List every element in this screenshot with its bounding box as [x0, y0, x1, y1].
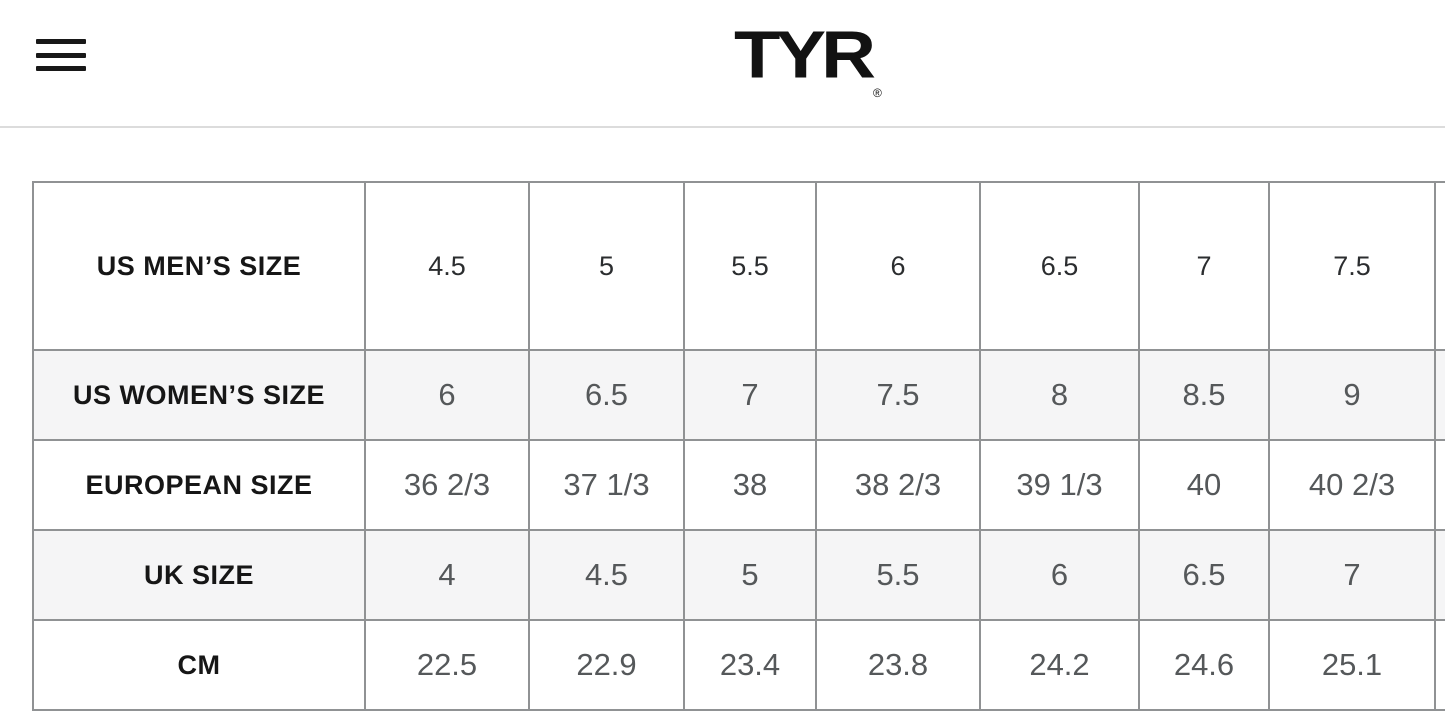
size-cell: 7.5 [815, 349, 981, 441]
size-cell-clipped [1434, 529, 1445, 621]
size-cell: 6 [815, 181, 981, 351]
size-cell: 39 1/3 [979, 439, 1140, 531]
size-cell: 5 [683, 529, 817, 621]
shoe-size-conversion-table: US MEN’S SIZE 4.5 5 5.5 6 6.5 7 7.5 US WOMEN’S S… [32, 181, 1445, 711]
size-chart-body: US MEN’S SIZE 4.5 5 5.5 6 6.5 7 7.5 US WOMEN’S S… [32, 181, 1445, 711]
size-cell: 8 [979, 349, 1140, 441]
size-cell: 9 [1268, 349, 1436, 441]
size-cell: 40 2/3 [1268, 439, 1436, 531]
size-cell: 5.5 [683, 181, 817, 351]
size-cell: 22.5 [364, 619, 530, 711]
table-row: US WOMEN’S SIZE 6 6.5 7 7.5 8 8.5 9 [32, 349, 1445, 441]
size-cell: 40 [1138, 439, 1270, 531]
registered-trademark-icon: ® [873, 86, 882, 100]
size-cell: 6.5 [528, 349, 685, 441]
size-cell: 5.5 [815, 529, 981, 621]
tyr-logo[interactable]: TYR® [734, 17, 882, 104]
row-label: CM [32, 619, 366, 711]
size-cell: 4.5 [528, 529, 685, 621]
table-row: US MEN’S SIZE 4.5 5 5.5 6 6.5 7 7.5 [32, 181, 1445, 351]
size-cell: 4 [364, 529, 530, 621]
size-cell: 24.2 [979, 619, 1140, 711]
tyr-logo-text: TYR [734, 17, 876, 93]
size-cell-clipped [1434, 181, 1445, 351]
row-label: US WOMEN’S SIZE [32, 349, 366, 441]
size-cell: 8.5 [1138, 349, 1270, 441]
size-cell: 38 2/3 [815, 439, 981, 531]
size-cell: 24.6 [1138, 619, 1270, 711]
size-cell: 23.8 [815, 619, 981, 711]
row-label: US MEN’S SIZE [32, 181, 366, 351]
size-cell: 6.5 [1138, 529, 1270, 621]
size-cell: 4.5 [364, 181, 530, 351]
size-cell-clipped [1434, 619, 1445, 711]
size-cell: 36 2/3 [364, 439, 530, 531]
menu-hamburger-icon[interactable] [36, 39, 86, 71]
hamburger-bar [36, 52, 86, 58]
size-cell: 7.5 [1268, 181, 1436, 351]
size-cell: 6 [979, 529, 1140, 621]
size-cell: 6.5 [979, 181, 1140, 351]
size-cell: 7 [683, 349, 817, 441]
hamburger-bar [36, 66, 86, 71]
table-row: CM 22.5 22.9 23.4 23.8 24.2 24.6 25.1 [32, 619, 1445, 711]
size-cell: 22.9 [528, 619, 685, 711]
hamburger-bar [36, 39, 86, 44]
size-cell: 5 [528, 181, 685, 351]
size-cell-clipped [1434, 439, 1445, 531]
size-cell: 25.1 [1268, 619, 1436, 711]
size-cell: 6 [364, 349, 530, 441]
table-row: UK SIZE 4 4.5 5 5.5 6 6.5 7 [32, 529, 1445, 621]
size-cell: 7 [1138, 181, 1270, 351]
table-row: EUROPEAN SIZE 36 2/3 37 1/3 38 38 2/3 39 1/3 4… [32, 439, 1445, 531]
size-chart-container: US MEN’S SIZE 4.5 5 5.5 6 6.5 7 7.5 US WOMEN’S S… [32, 181, 1445, 724]
row-label: EUROPEAN SIZE [32, 439, 366, 531]
size-cell: 37 1/3 [528, 439, 685, 531]
size-cell: 23.4 [683, 619, 817, 711]
row-label: UK SIZE [32, 529, 366, 621]
size-cell-clipped [1434, 349, 1445, 441]
site-header: TYR® [0, 0, 1445, 128]
size-cell: 7 [1268, 529, 1436, 621]
size-cell: 38 [683, 439, 817, 531]
